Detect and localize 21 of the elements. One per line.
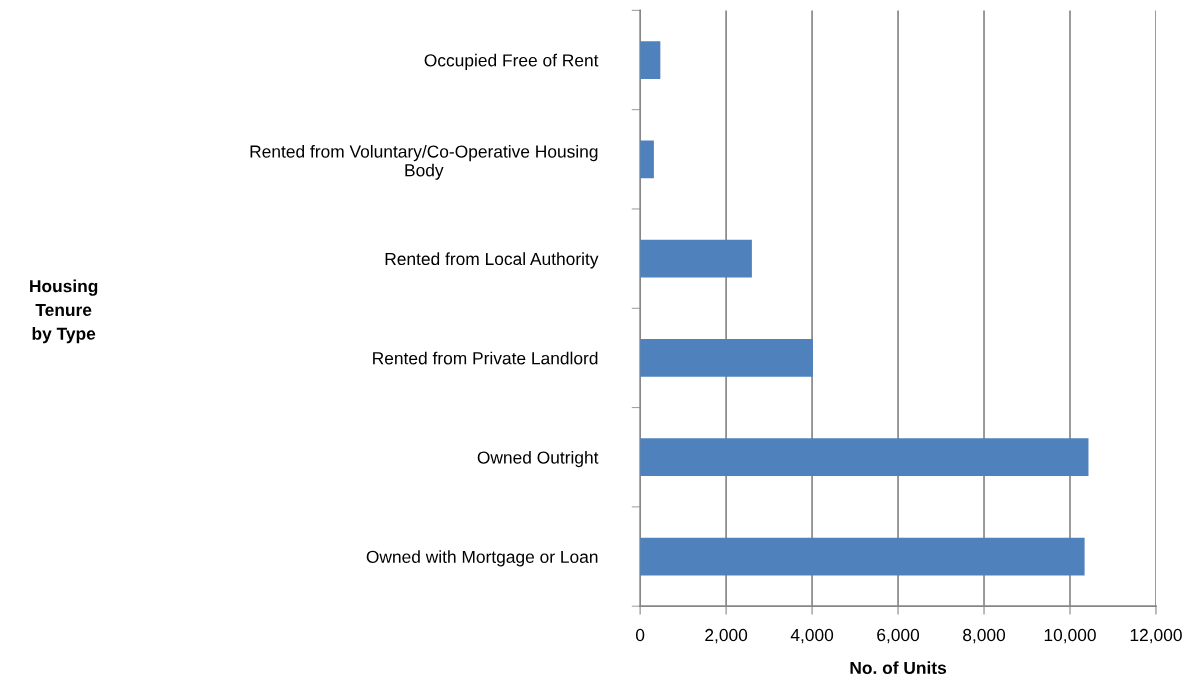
- y-tick-label: Occupied Free of Rent: [424, 53, 599, 70]
- y-tick-label: Owned with Mortgage or Loan: [366, 550, 598, 567]
- x-tick-label: 4,000: [790, 628, 834, 644]
- bar: [640, 537, 1085, 576]
- y-tick-label: Rented from Voluntary/Co-Operative Housing Body: [250, 144, 598, 180]
- x-tick-label: 10,000: [1044, 628, 1096, 644]
- y-tick-label: Rented from Local Authority: [385, 252, 599, 269]
- bar: [640, 239, 752, 278]
- x-tick-label: 6,000: [877, 628, 920, 644]
- y-tick-label: Rented from Private Landlord: [373, 351, 598, 365]
- bar: [640, 41, 661, 79]
- bar: [640, 140, 654, 179]
- x-tick-label: 12,000: [1130, 628, 1182, 644]
- bar: [640, 339, 813, 377]
- x-tick-label: 0: [635, 628, 645, 642]
- x-tick-label: 2,000: [705, 628, 748, 644]
- x-tick-label: 8,000: [963, 628, 1006, 644]
- x-axis-title: No. of Units: [850, 661, 947, 675]
- y-tick-label: Owned Outright: [477, 450, 599, 468]
- bar: [640, 438, 1089, 477]
- text: Housing Tenure by Type: [30, 279, 98, 344]
